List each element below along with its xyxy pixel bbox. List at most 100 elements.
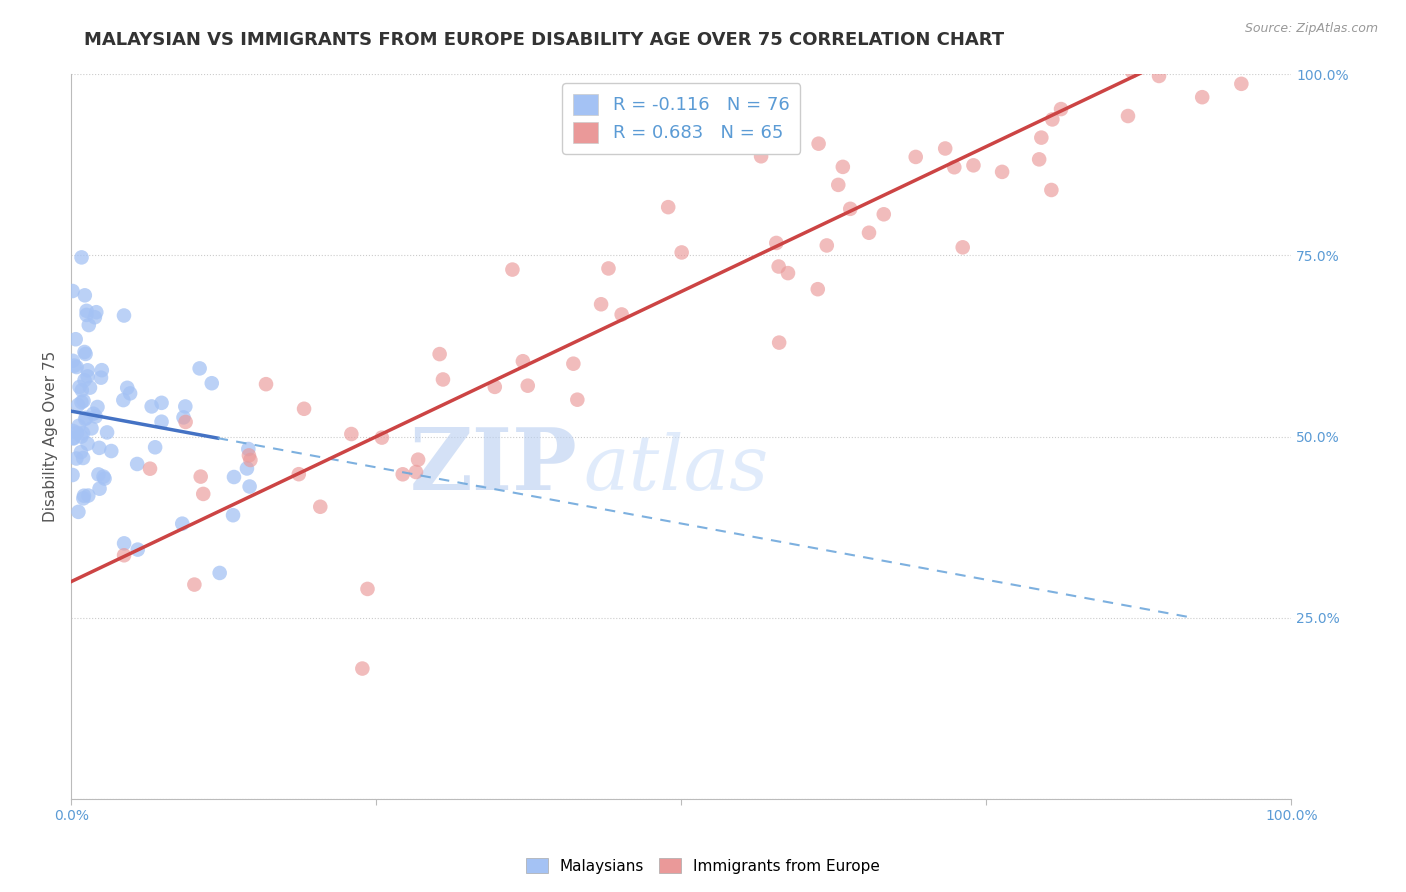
Point xyxy=(65,451,87,466)
Point xyxy=(405,465,427,479)
Point xyxy=(75,410,97,425)
Point xyxy=(1028,153,1050,167)
Point xyxy=(65,359,87,374)
Point xyxy=(70,395,93,409)
Point xyxy=(208,566,231,580)
Point xyxy=(567,392,589,407)
Point xyxy=(62,284,84,298)
Point xyxy=(67,418,90,433)
Legend: Malaysians, Immigrants from Europe: Malaysians, Immigrants from Europe xyxy=(520,852,886,880)
Text: ZIP: ZIP xyxy=(411,424,578,508)
Point xyxy=(1121,64,1143,78)
Point xyxy=(657,200,679,214)
Point xyxy=(70,383,93,397)
Point xyxy=(90,370,112,384)
Point xyxy=(501,262,523,277)
Point xyxy=(87,467,110,482)
Point xyxy=(139,461,162,475)
Point xyxy=(77,318,100,332)
Point xyxy=(254,377,277,392)
Point xyxy=(66,425,89,440)
Text: Source: ZipAtlas.com: Source: ZipAtlas.com xyxy=(1244,22,1378,36)
Point xyxy=(69,380,91,394)
Point xyxy=(201,376,224,391)
Point xyxy=(1040,183,1063,197)
Point xyxy=(236,461,259,475)
Point xyxy=(239,479,262,493)
Point xyxy=(62,353,84,368)
Point xyxy=(610,308,633,322)
Point xyxy=(222,470,245,484)
Point xyxy=(72,426,94,441)
Text: atlas: atlas xyxy=(583,432,769,506)
Point xyxy=(76,303,98,318)
Point xyxy=(934,141,956,155)
Point xyxy=(73,345,96,359)
Point xyxy=(82,407,104,421)
Point xyxy=(768,335,790,350)
Point xyxy=(73,489,96,503)
Point xyxy=(127,457,149,471)
Point xyxy=(80,421,103,435)
Point xyxy=(83,310,105,325)
Point xyxy=(86,400,108,414)
Point xyxy=(174,400,197,414)
Point xyxy=(288,467,311,482)
Point xyxy=(484,380,506,394)
Point xyxy=(100,444,122,458)
Point xyxy=(90,363,112,377)
Point xyxy=(391,467,413,482)
Point xyxy=(1191,90,1213,104)
Y-axis label: Disability Age Over 75: Disability Age Over 75 xyxy=(44,351,58,522)
Point xyxy=(1230,77,1253,91)
Point xyxy=(1116,109,1139,123)
Point xyxy=(952,240,974,254)
Point xyxy=(73,373,96,387)
Point xyxy=(406,452,429,467)
Point xyxy=(112,393,135,408)
Point xyxy=(1050,102,1073,116)
Point xyxy=(72,450,94,465)
Point xyxy=(1147,69,1170,83)
Point xyxy=(117,381,139,395)
Point xyxy=(356,582,378,596)
Text: MALAYSIAN VS IMMIGRANTS FROM EUROPE DISABILITY AGE OVER 75 CORRELATION CHART: MALAYSIAN VS IMMIGRANTS FROM EUROPE DISA… xyxy=(84,31,1004,49)
Point xyxy=(776,266,799,280)
Point xyxy=(904,150,927,164)
Point xyxy=(239,453,262,467)
Point xyxy=(150,396,173,410)
Point xyxy=(70,445,93,459)
Point xyxy=(96,425,118,440)
Point xyxy=(84,409,107,424)
Point xyxy=(309,500,332,514)
Point xyxy=(807,282,830,296)
Legend: R = -0.116   N = 76, R = 0.683   N = 65: R = -0.116 N = 76, R = 0.683 N = 65 xyxy=(562,83,800,153)
Point xyxy=(183,577,205,591)
Point xyxy=(62,468,84,483)
Point xyxy=(84,305,107,319)
Point xyxy=(89,482,111,496)
Point xyxy=(292,401,315,416)
Point xyxy=(112,549,135,563)
Point xyxy=(516,378,538,392)
Point xyxy=(1063,53,1085,67)
Point xyxy=(765,235,787,250)
Point xyxy=(807,136,830,151)
Point xyxy=(173,410,195,425)
Point xyxy=(112,309,135,323)
Point xyxy=(70,429,93,443)
Point xyxy=(73,288,96,302)
Point xyxy=(120,386,142,401)
Point xyxy=(815,238,838,252)
Point xyxy=(67,505,90,519)
Point xyxy=(562,357,585,371)
Point xyxy=(1212,30,1234,45)
Point xyxy=(174,415,197,429)
Point xyxy=(72,393,94,408)
Point xyxy=(62,432,84,446)
Point xyxy=(141,400,163,414)
Point xyxy=(76,363,98,377)
Point xyxy=(127,542,149,557)
Point xyxy=(873,207,896,221)
Point xyxy=(75,347,97,361)
